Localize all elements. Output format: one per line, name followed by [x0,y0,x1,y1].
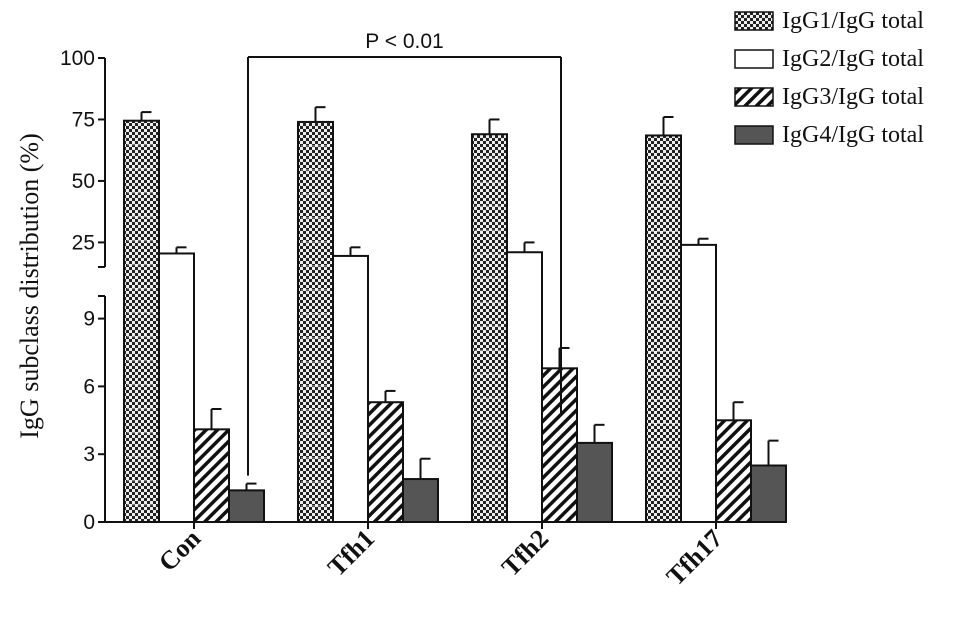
legend-label-igg2: IgG2/IgG total [782,46,924,72]
legend-label-igg1: IgG1/IgG total [782,8,924,34]
category-label-tfh1: Tfh1 [322,524,380,582]
y-tick-label: 75 [72,108,95,131]
legend-swatch-igg4 [734,125,774,145]
bar-igg4-con [228,489,265,523]
y-tick-label: 3 [83,443,95,466]
y-tick-label: 100 [60,47,95,70]
legend-swatch-igg2 [734,49,774,69]
bar-igg3-tfh2 [541,367,578,523]
bar-igg2-con [158,252,195,523]
significance-label: P < 0.01 [365,30,443,53]
y-axis-label: IgG subclass distribution (%) [15,133,44,438]
legend-swatch-igg3 [734,87,774,107]
legend-label-igg4: IgG4/IgG total [782,122,924,148]
bar-igg4-tfh2 [576,441,613,523]
y-tick-label: 9 [83,308,95,331]
y-tick-label: 50 [72,170,95,193]
bar-igg3-tfh1 [367,401,404,523]
legend-label-igg3: IgG3/IgG total [782,84,924,110]
bar-igg2-tfh2 [506,251,543,523]
bar-igg2-tfh1 [332,254,369,523]
bar-igg3-con [193,428,230,523]
error-bars [140,106,779,491]
bar-igg4-tfh1 [402,478,439,523]
bar-igg1-tfh1 [297,120,334,523]
category-labels: Con Tfh1 Tfh2 Tfh17 [153,522,728,591]
y-tick-label: 6 [83,375,95,398]
bars [123,119,787,524]
bar-igg1-con [123,119,160,523]
legend-swatch-igg1 [734,11,774,31]
bar-igg2-tfh17 [680,243,717,524]
bar-igg1-tfh17 [645,134,682,523]
significance-annotation: P < 0.01 [247,30,562,476]
y-tick-label: 25 [72,231,95,254]
category-label-tfh17: Tfh17 [661,524,729,592]
bar-igg1-tfh2 [471,133,508,523]
y-tick-label: 0 [83,511,95,534]
legend: IgG1/IgG total IgG2/IgG total IgG3/IgG tot… [734,8,924,148]
bar-igg3-tfh17 [715,419,752,523]
bar-igg4-tfh17 [750,464,787,523]
category-label-con: Con [153,523,207,577]
category-label-tfh2: Tfh2 [496,524,554,582]
